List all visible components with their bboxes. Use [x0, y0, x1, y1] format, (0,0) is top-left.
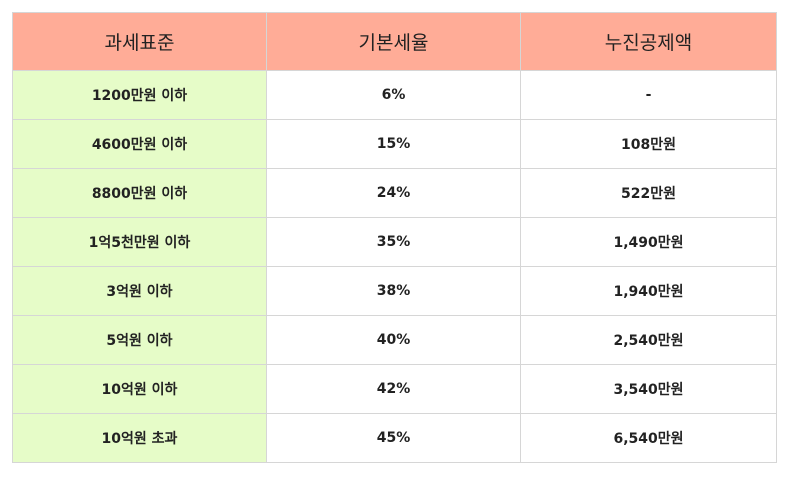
- tax-base-cell: 3억원 이하: [12, 266, 267, 316]
- rate-cell: 15%: [266, 119, 521, 169]
- rate-cell: 45%: [266, 413, 521, 463]
- header-basic-rate: 기본세율: [266, 12, 521, 71]
- rate-cell: 35%: [266, 217, 521, 267]
- tax-base-cell: 1억5천만원 이하: [12, 217, 267, 267]
- tax-rate-table: 과세표준 기본세율 누진공제액 1200만원 이하 6% - 4600만원 이하…: [12, 12, 777, 463]
- header-progressive-deduction: 누진공제액: [520, 12, 777, 71]
- deduction-cell: 108만원: [520, 119, 777, 169]
- tax-base-cell: 4600만원 이하: [12, 119, 267, 169]
- tax-base-cell: 1200만원 이하: [12, 70, 267, 120]
- rate-cell: 24%: [266, 168, 521, 218]
- table-row: 10억원 이하 42% 3,540만원: [12, 364, 777, 414]
- table-row: 1200만원 이하 6% -: [12, 70, 777, 120]
- tax-base-cell: 8800만원 이하: [12, 168, 267, 218]
- deduction-cell: 522만원: [520, 168, 777, 218]
- header-row: 과세표준 기본세율 누진공제액: [12, 12, 777, 71]
- deduction-cell: 3,540만원: [520, 364, 777, 414]
- deduction-cell: 1,940만원: [520, 266, 777, 316]
- table-row: 3억원 이하 38% 1,940만원: [12, 266, 777, 316]
- table-row: 8800만원 이하 24% 522만원: [12, 168, 777, 218]
- deduction-cell: 1,490만원: [520, 217, 777, 267]
- rate-cell: 40%: [266, 315, 521, 365]
- table-row: 1억5천만원 이하 35% 1,490만원: [12, 217, 777, 267]
- table-row: 10억원 초과 45% 6,540만원: [12, 413, 777, 463]
- table-row: 4600만원 이하 15% 108만원: [12, 119, 777, 169]
- header-tax-base: 과세표준: [12, 12, 267, 71]
- rate-cell: 42%: [266, 364, 521, 414]
- deduction-cell: -: [520, 70, 777, 120]
- tax-base-cell: 10억원 이하: [12, 364, 267, 414]
- deduction-cell: 2,540만원: [520, 315, 777, 365]
- tax-base-cell: 5억원 이하: [12, 315, 267, 365]
- tax-base-cell: 10억원 초과: [12, 413, 267, 463]
- rate-cell: 38%: [266, 266, 521, 316]
- table-row: 5억원 이하 40% 2,540만원: [12, 315, 777, 365]
- rate-cell: 6%: [266, 70, 521, 120]
- deduction-cell: 6,540만원: [520, 413, 777, 463]
